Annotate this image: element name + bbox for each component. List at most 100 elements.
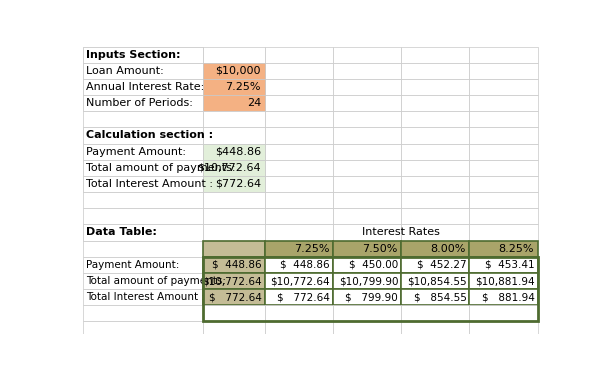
Bar	[469, 63, 538, 79]
Bar	[469, 46, 538, 63]
Text: $  450.00: $ 450.00	[349, 260, 398, 270]
Bar	[469, 176, 538, 192]
Bar	[83, 224, 203, 241]
Text: $  453.41: $ 453.41	[485, 260, 535, 270]
Bar	[203, 192, 265, 208]
Bar	[333, 257, 401, 273]
Bar	[469, 273, 538, 289]
Bar	[203, 144, 265, 160]
Bar	[265, 321, 333, 338]
Text: $   881.94: $ 881.94	[482, 292, 535, 302]
Bar	[203, 176, 265, 192]
Bar	[401, 273, 469, 289]
Text: Total amount of payments:: Total amount of payments:	[86, 163, 235, 173]
Bar	[333, 176, 401, 192]
Bar	[83, 128, 203, 144]
Text: Data Table:: Data Table:	[86, 228, 157, 237]
Bar	[203, 63, 265, 79]
Text: $   772.64: $ 772.64	[277, 292, 330, 302]
Bar	[333, 128, 401, 144]
Bar	[83, 224, 203, 241]
Bar	[265, 144, 333, 160]
Bar	[265, 95, 333, 111]
Bar	[83, 46, 203, 63]
Text: 7.50%: 7.50%	[362, 244, 397, 254]
Text: Inputs Section:: Inputs Section:	[86, 50, 181, 60]
Bar	[469, 95, 538, 111]
Text: Total Interest Amount :: Total Interest Amount :	[86, 179, 213, 189]
Text: Number of Periods:: Number of Periods:	[86, 98, 193, 108]
Bar	[469, 321, 538, 338]
Bar	[203, 208, 265, 224]
Bar	[333, 46, 401, 63]
Bar	[469, 289, 538, 305]
Bar	[203, 111, 265, 128]
Bar	[333, 95, 401, 111]
Text: 7.25%: 7.25%	[294, 244, 329, 254]
Bar	[83, 128, 203, 144]
Bar	[203, 241, 265, 257]
Bar	[203, 224, 265, 241]
Bar	[401, 176, 469, 192]
Bar	[401, 241, 469, 257]
Bar	[83, 273, 203, 289]
Bar	[469, 79, 538, 95]
Bar	[265, 176, 333, 192]
Text: Payment Amount:: Payment Amount:	[86, 260, 179, 270]
Bar	[83, 338, 203, 354]
Text: $10,881.94: $10,881.94	[475, 276, 535, 286]
Bar	[265, 160, 333, 176]
Bar	[83, 241, 203, 257]
Bar	[333, 79, 401, 95]
Bar	[83, 144, 203, 160]
Bar	[83, 160, 203, 176]
Text: 8.25%: 8.25%	[498, 244, 534, 254]
Bar	[469, 257, 538, 273]
Text: $10,854.55: $10,854.55	[407, 276, 466, 286]
Bar	[265, 111, 333, 128]
Bar	[265, 208, 333, 224]
Text: Payment Amount:: Payment Amount:	[86, 147, 186, 157]
Bar	[265, 257, 333, 273]
Bar	[83, 289, 203, 305]
Bar	[83, 176, 203, 192]
Bar	[265, 305, 333, 321]
Text: Calculation section :: Calculation section :	[86, 130, 213, 141]
Text: $   854.55: $ 854.55	[413, 292, 466, 302]
Bar	[401, 128, 469, 144]
Bar	[265, 63, 333, 79]
Bar	[83, 144, 203, 160]
Bar	[203, 257, 265, 273]
Bar	[401, 160, 469, 176]
Bar	[469, 208, 538, 224]
Bar	[203, 79, 265, 95]
Text: $   799.90: $ 799.90	[346, 292, 398, 302]
Bar	[83, 160, 203, 176]
Bar	[83, 63, 203, 79]
Bar	[203, 160, 265, 176]
Bar	[333, 241, 401, 257]
Bar	[401, 144, 469, 160]
Bar	[203, 63, 265, 79]
Bar	[333, 273, 401, 289]
Text: Interest Rates: Interest Rates	[362, 228, 440, 237]
Bar	[401, 79, 469, 95]
Bar	[333, 192, 401, 208]
Bar	[469, 241, 538, 257]
Bar	[203, 273, 265, 289]
Bar	[265, 128, 333, 144]
Text: Total Interest Amount :: Total Interest Amount :	[86, 292, 205, 302]
Bar	[265, 289, 333, 305]
Text: $  448.86: $ 448.86	[280, 260, 330, 270]
Bar	[469, 111, 538, 128]
Bar	[469, 144, 538, 160]
Bar	[469, 192, 538, 208]
Bar	[203, 257, 538, 321]
Bar	[203, 95, 265, 111]
Bar	[203, 46, 265, 63]
Bar	[83, 46, 203, 63]
Text: $  452.27: $ 452.27	[417, 260, 466, 270]
Bar	[333, 321, 401, 338]
Bar	[83, 111, 203, 128]
Text: $772.64: $772.64	[215, 179, 261, 189]
